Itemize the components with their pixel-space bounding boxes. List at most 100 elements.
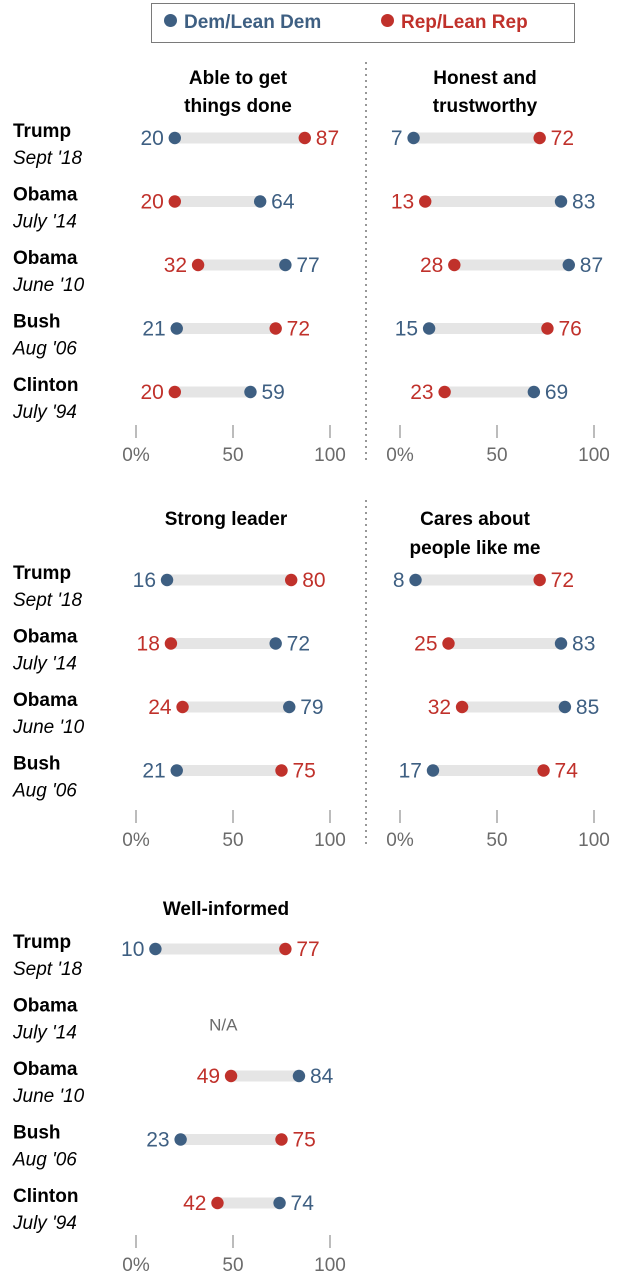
rep-value-label: 25 bbox=[414, 633, 437, 656]
dem-dot bbox=[170, 322, 183, 335]
rep-dot bbox=[438, 385, 451, 399]
rep-dot bbox=[275, 764, 288, 777]
na-label: N/A bbox=[209, 1016, 238, 1035]
dem-value-label: 84 bbox=[310, 1065, 334, 1088]
axis-tick-label: 100 bbox=[314, 830, 346, 851]
dem-value-label: 17 bbox=[399, 760, 422, 783]
rep-value-label: 24 bbox=[148, 696, 172, 719]
rep-value-label: 18 bbox=[137, 633, 160, 656]
dem-value-label: 21 bbox=[142, 318, 165, 341]
rep-dot bbox=[176, 700, 189, 714]
dem-value-label: 85 bbox=[576, 696, 599, 719]
rep-value-label: 20 bbox=[140, 191, 163, 214]
panel-title: Well-informed bbox=[163, 899, 289, 920]
dem-dot bbox=[554, 195, 568, 208]
row-label-name: Obama bbox=[13, 248, 78, 269]
legend: Dem/Lean Dem Rep/Lean Rep bbox=[151, 3, 575, 43]
rep-value-label: 76 bbox=[558, 318, 581, 341]
dem-dot bbox=[558, 700, 572, 714]
rep-value-label: 75 bbox=[293, 760, 316, 783]
panel-title: Honest and bbox=[433, 68, 536, 89]
row-label-name: Bush bbox=[13, 754, 61, 775]
dem-dot bbox=[273, 1196, 286, 1210]
axis-tick-label: 50 bbox=[486, 445, 507, 466]
rep-value-label: 72 bbox=[551, 127, 574, 150]
legend-label-dem: Dem/Lean Dem bbox=[184, 12, 322, 33]
rep-dot bbox=[269, 322, 282, 335]
rep-dot bbox=[279, 942, 292, 956]
row-label-date: June '10 bbox=[12, 1086, 85, 1107]
row-label-date: Aug '06 bbox=[12, 339, 77, 360]
axis-tick-label: 0% bbox=[122, 445, 150, 466]
row-label-date: July '94 bbox=[12, 402, 77, 423]
axis-tick-label: 100 bbox=[314, 445, 346, 466]
dem-value-label: 79 bbox=[300, 696, 323, 719]
rep-value-label: 77 bbox=[296, 938, 319, 961]
rep-value-label: 23 bbox=[410, 381, 433, 404]
row-label-name: Trump bbox=[13, 121, 71, 142]
dem-dot bbox=[160, 573, 174, 587]
rep-dot bbox=[285, 573, 298, 587]
rep-dot bbox=[448, 258, 461, 272]
dem-dot bbox=[426, 764, 440, 777]
rep-value-label: 42 bbox=[183, 1192, 206, 1215]
row-label-name: Bush bbox=[13, 312, 61, 333]
row-label-date: July '94 bbox=[12, 1213, 77, 1234]
dem-value-label: 10 bbox=[121, 938, 144, 961]
panel-title: trustworthy bbox=[433, 96, 538, 117]
rep-value-label: 74 bbox=[555, 760, 579, 783]
axis-tick-label: 50 bbox=[222, 1255, 243, 1276]
dem-dot bbox=[174, 1133, 187, 1146]
dem-value-label: 21 bbox=[142, 760, 165, 783]
dem-dot bbox=[279, 258, 292, 272]
row-label-name: Obama bbox=[13, 627, 78, 648]
rep-dot bbox=[168, 195, 181, 208]
rep-dot bbox=[164, 637, 178, 650]
rep-dot bbox=[191, 258, 205, 272]
rep-dot bbox=[224, 1069, 238, 1083]
rep-dot bbox=[537, 764, 550, 777]
axis-tick-label: 0% bbox=[386, 830, 414, 851]
panel-title: people like me bbox=[410, 538, 541, 559]
rep-dot bbox=[541, 322, 554, 335]
legend-dot-rep bbox=[381, 14, 394, 27]
rep-dot bbox=[533, 131, 546, 145]
dem-value-label: 15 bbox=[395, 318, 418, 341]
axis-tick-label: 0% bbox=[122, 1255, 150, 1276]
panel-title: Strong leader bbox=[165, 509, 288, 530]
row-label-name: Trump bbox=[13, 563, 71, 584]
rep-value-label: 32 bbox=[164, 254, 187, 277]
legend-dot-dem bbox=[164, 14, 177, 27]
rep-dot bbox=[211, 1196, 224, 1210]
row-label-name: Obama bbox=[13, 185, 78, 206]
row-label-date: Aug '06 bbox=[12, 781, 77, 802]
dem-dot bbox=[168, 131, 181, 145]
dem-value-label: 69 bbox=[545, 381, 568, 404]
row-label-date: July '14 bbox=[12, 654, 77, 675]
axis-tick-label: 100 bbox=[314, 1255, 346, 1276]
dem-value-label: 74 bbox=[291, 1192, 315, 1215]
rep-dot bbox=[533, 573, 546, 587]
row-label-date: July '14 bbox=[12, 212, 77, 233]
rep-dot bbox=[275, 1133, 288, 1146]
row-label-name: Obama bbox=[13, 996, 78, 1017]
row-label-name: Obama bbox=[13, 690, 78, 711]
dem-dot bbox=[253, 195, 267, 208]
dem-value-label: 7 bbox=[391, 127, 403, 150]
dem-dot bbox=[292, 1069, 306, 1083]
rep-dot bbox=[442, 637, 455, 650]
dem-dot bbox=[527, 385, 541, 399]
row-label-date: June '10 bbox=[12, 275, 85, 296]
row-label-name: Clinton bbox=[13, 1186, 78, 1207]
row-label-name: Clinton bbox=[13, 375, 78, 396]
dem-dot bbox=[170, 764, 183, 777]
row-label-name: Bush bbox=[13, 1123, 61, 1144]
dem-dot bbox=[149, 942, 162, 956]
dem-value-label: 20 bbox=[140, 127, 163, 150]
dem-value-label: 83 bbox=[572, 191, 595, 214]
axis-tick-label: 0% bbox=[386, 445, 414, 466]
dem-dot bbox=[562, 258, 575, 272]
rep-value-label: 75 bbox=[293, 1129, 316, 1152]
dem-value-label: 77 bbox=[296, 254, 319, 277]
